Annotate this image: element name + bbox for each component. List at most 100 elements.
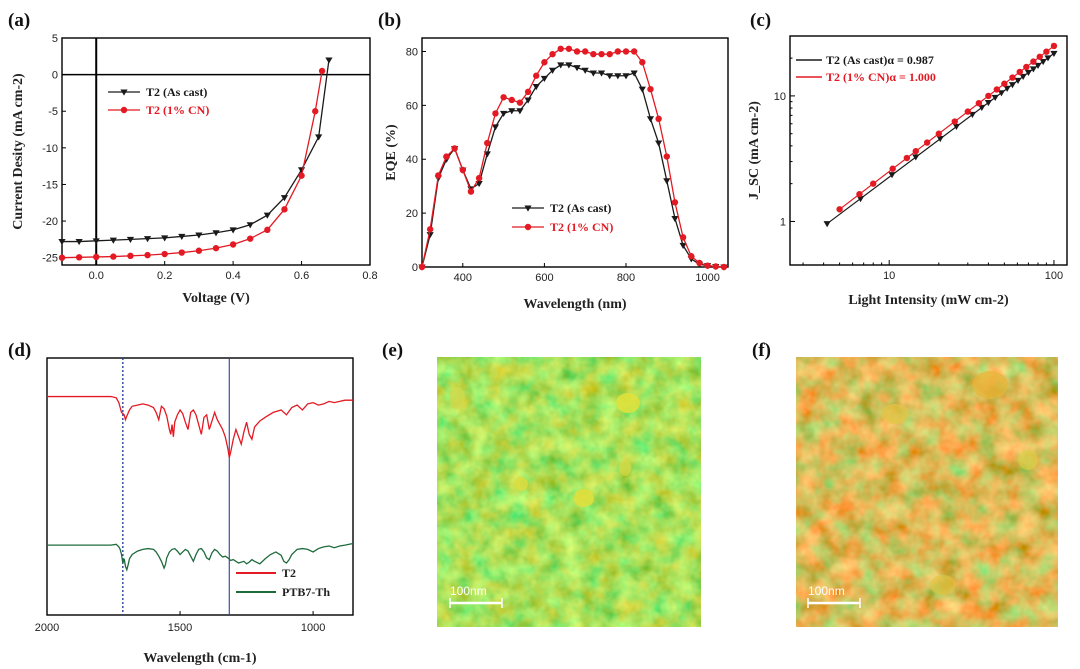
series-line [47,542,354,572]
x-tick-label: 1000 [301,622,325,634]
x-tick-label: 2000 [35,622,59,634]
data-point [1003,85,1011,92]
data-point [991,94,999,101]
data-point [978,104,986,111]
data-point [984,99,992,107]
data-point [622,48,630,55]
light-intensity-chart: 10 100 1 10 Light Intensity (mW cm-2) J_SC (m… [747,35,1068,308]
data-point [508,96,515,104]
data-point [475,174,483,182]
data-point [212,230,220,237]
data-point [195,247,203,254]
data-point [475,180,483,188]
data-point [426,232,434,239]
plot-frame [61,37,371,266]
data-point [671,199,679,206]
data-point [127,252,134,260]
y-tick-label: 80 [406,46,418,58]
data-point [541,59,548,66]
data-point [280,195,289,202]
afm-e-texture [437,357,701,627]
data-point [573,65,581,72]
data-point [622,73,630,80]
data-point [508,108,516,115]
data-point [92,238,100,245]
data-point [923,139,931,146]
data-point [533,72,540,79]
data-point [614,48,622,55]
data-point [549,50,556,58]
data-point [565,62,573,69]
afm-f-bright-spot [881,404,909,424]
data-point [281,206,288,213]
data-point [679,234,687,241]
x-tick-label: 1000 [695,272,719,284]
data-point [500,110,508,118]
plot-frame [46,357,354,616]
x-tick-label: 800 [617,272,635,284]
x-axis-label: Light Intensity (mW cm-2) [848,293,1009,308]
data-point [247,235,254,242]
afm-image-e: 100nm [437,357,701,627]
x-tick-label: 100 [1045,270,1063,282]
data-point [451,145,458,152]
data-point [1039,58,1047,66]
y-axis-label: EQE (%) [384,124,399,181]
afm-e-bright-spot [619,460,631,476]
x-tick-label: 600 [535,272,553,284]
data-point [246,222,254,229]
x-tick-label: 0.4 [225,270,240,282]
scalebar-f-label: 100nm [808,584,845,598]
series-line [47,395,353,458]
data-point [870,180,877,187]
data-point [582,48,589,55]
y-tick-label: -20 [42,216,58,228]
data-point [935,130,942,137]
data-point [581,67,589,74]
data-point [491,124,500,131]
data-point [178,249,185,256]
data-point [997,90,1006,97]
y-tick-label: 40 [406,154,418,166]
afm-f-bright-spot [1018,450,1038,470]
data-point [1016,68,1023,76]
jv-curve-chart: 0.0 0.2 0.4 0.6 0.8 5 0 -5 -10 -15 -20 -25 Voltage (… [11,33,378,306]
data-point [75,239,83,246]
data-point [548,67,557,74]
panel-label-c: (c) [750,10,771,31]
afm-e-bright-spot [449,387,465,409]
x-tick-label: 400 [454,272,472,284]
legend-marker [120,106,128,114]
data-point [823,221,831,228]
x-tick-label: 10 [883,270,895,282]
y-tick-label: 1 [780,216,786,228]
data-point [565,45,573,52]
data-point [964,108,972,115]
legend-label: T2 (1% CN) [550,220,613,234]
data-point [75,254,83,261]
data-point [459,166,466,174]
legend-label: T2 (As cast) [550,201,611,215]
data-point [1029,66,1037,73]
data-point [557,62,565,69]
data-point [178,233,186,241]
data-point [1050,50,1058,58]
data-point [985,92,992,100]
data-point [212,244,220,252]
data-point [492,110,499,117]
panel-label-b: (b) [378,10,401,31]
data-point [443,153,450,160]
data-point [325,57,333,64]
data-point [195,232,203,239]
data-point [312,108,319,115]
data-point [229,227,237,234]
ftir-spectrum-chart: 2000 1500 1000 Wavelength (cm-1) T2 PTB7-Th [35,357,354,666]
data-point [598,50,605,58]
data-point [671,215,679,223]
data-point [1043,48,1050,55]
data-point [143,236,152,243]
data-point [975,99,983,107]
legend-label: T2 [282,566,296,580]
panel-label-f: (f) [752,340,771,361]
data-point [144,251,151,259]
